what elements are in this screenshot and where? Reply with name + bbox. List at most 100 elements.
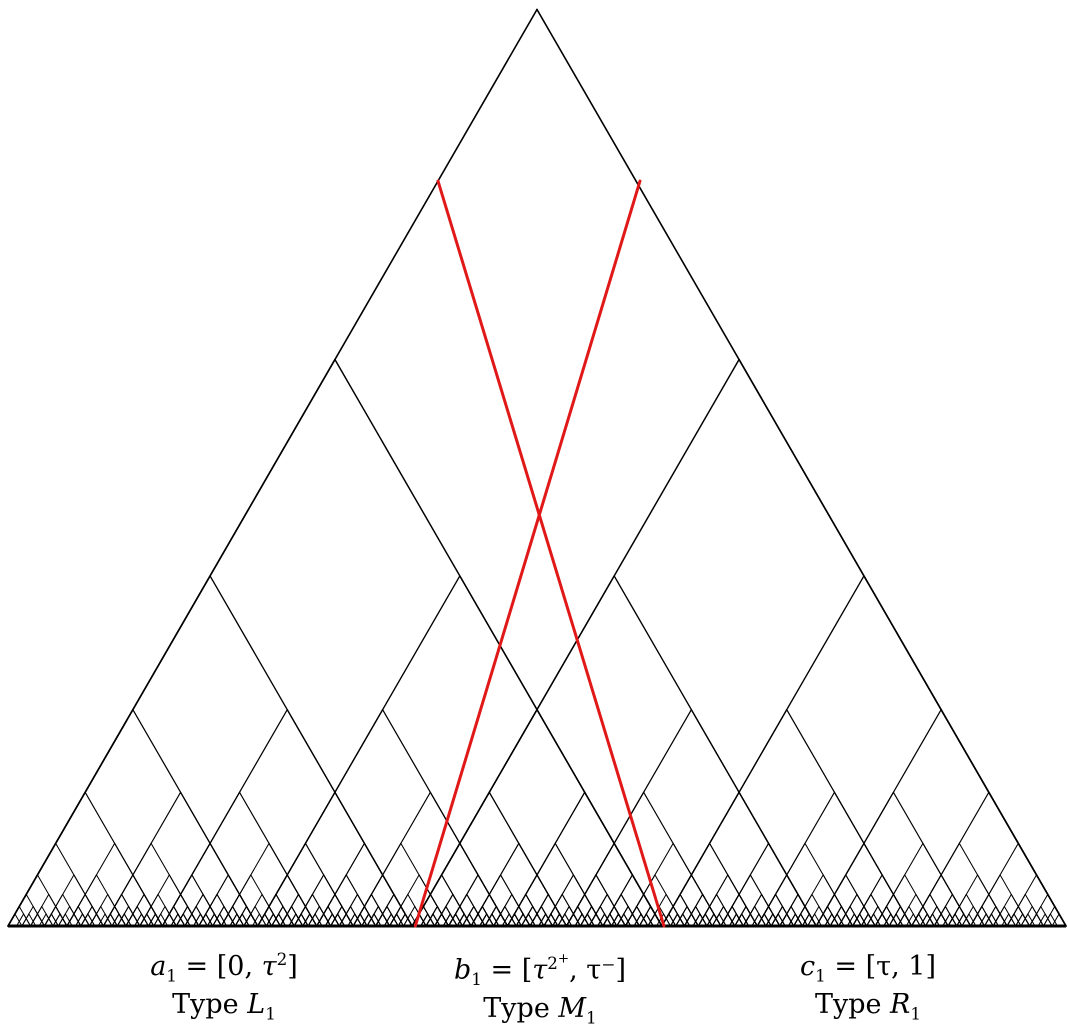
tree-edge xyxy=(219,913,228,927)
tree-edge xyxy=(123,913,132,927)
tree-edge xyxy=(940,913,949,927)
tree-edge xyxy=(427,913,436,927)
red-line-left-rising xyxy=(413,179,642,928)
tree-edge xyxy=(508,913,517,927)
type-m1: Type M1 xyxy=(483,992,597,1028)
tree-edge xyxy=(425,913,434,927)
tree-edge xyxy=(779,913,788,927)
tree-edge xyxy=(236,913,245,927)
tree-edge xyxy=(140,913,149,927)
tree-edge xyxy=(777,913,786,927)
tree-edge xyxy=(527,913,536,927)
tree-edge xyxy=(1008,913,1017,927)
tree-edge xyxy=(999,913,1008,927)
tree-edge xyxy=(52,913,61,927)
tree-edge xyxy=(668,913,677,927)
tree-edge xyxy=(250,913,259,927)
tree-edge xyxy=(727,913,736,927)
tree-edge xyxy=(543,913,552,927)
fractal-triangle-diagram xyxy=(7,8,1067,928)
tree-edge xyxy=(970,913,979,927)
tree-edge xyxy=(97,913,106,927)
tree-edge xyxy=(316,913,325,927)
tree-edge xyxy=(765,913,774,927)
tree-edge xyxy=(984,913,992,927)
tree-edge xyxy=(808,913,817,927)
tree-edge xyxy=(302,913,311,927)
tree-edge xyxy=(382,913,391,927)
tree-edge xyxy=(251,913,260,927)
tree-edge xyxy=(199,913,208,927)
tree-edge xyxy=(564,913,573,927)
tree-edge xyxy=(718,913,727,927)
tree-edge xyxy=(293,913,302,927)
interval-c1: c1 = [τ, 1] xyxy=(800,951,936,986)
tree-edge xyxy=(883,913,892,927)
tree-edge xyxy=(278,913,287,927)
tree-edge xyxy=(265,913,274,927)
tree-edge xyxy=(968,913,977,927)
tree-edge xyxy=(45,913,54,927)
tree-edge xyxy=(1037,913,1046,927)
tree-edge xyxy=(331,913,340,927)
label-c1: c1 = [τ, 1] Type R1 xyxy=(738,944,998,1029)
tree-edge xyxy=(468,913,477,927)
tree-edge xyxy=(177,913,186,927)
tree-edge xyxy=(477,913,486,927)
label-b1: b1 = [τ2+, τ⁻] Type M1 xyxy=(410,944,670,1032)
tree-edge xyxy=(104,913,113,927)
tree-edge xyxy=(890,913,899,927)
tree-edge xyxy=(295,913,304,927)
tree-edge xyxy=(545,913,554,927)
tree-edge xyxy=(633,913,642,927)
tree-edge xyxy=(897,913,906,927)
tree-edge xyxy=(36,913,45,927)
tree-edge xyxy=(735,913,744,927)
tree-edge xyxy=(57,913,66,927)
tree-edge xyxy=(772,913,781,927)
tree-edge xyxy=(690,913,699,927)
tree-edge xyxy=(95,913,104,927)
tree-edge xyxy=(493,913,502,927)
tree-edge xyxy=(638,913,647,927)
tree-edge xyxy=(911,913,920,927)
tree-edge xyxy=(814,913,823,927)
tree-edge xyxy=(956,913,965,927)
tree-edge xyxy=(432,913,441,927)
tree-edge xyxy=(794,913,803,927)
tree-edge xyxy=(1015,913,1024,927)
tree-edge xyxy=(442,913,451,927)
tree-edge xyxy=(728,913,737,927)
tree-edge xyxy=(153,913,162,927)
tree-edge xyxy=(852,913,861,927)
tree-edge xyxy=(978,913,987,927)
tree-edge xyxy=(699,913,708,927)
tree-edge xyxy=(338,913,347,927)
tree-edge xyxy=(87,913,96,927)
tree-edge xyxy=(418,913,427,927)
tree-edge xyxy=(323,913,332,927)
tree-edge xyxy=(801,913,810,927)
tree-edge xyxy=(574,913,583,927)
tree-edge xyxy=(434,913,443,927)
tree-edge xyxy=(500,913,509,927)
tree-edge xyxy=(243,913,252,927)
tree-edge xyxy=(912,913,921,927)
tree-edge xyxy=(390,913,399,927)
tree-edge xyxy=(720,913,729,927)
tree-edge xyxy=(520,913,529,927)
tree-edge xyxy=(529,913,538,927)
tree-edge xyxy=(822,913,831,927)
tree-edge xyxy=(258,913,267,927)
tree-edge xyxy=(742,913,751,927)
tree-edge xyxy=(300,913,309,927)
tree-edge xyxy=(82,913,90,927)
tree-edge xyxy=(579,913,588,927)
tree-edge xyxy=(352,913,361,927)
tree-edge xyxy=(309,913,318,927)
tree-edge xyxy=(663,913,671,927)
tree-edge xyxy=(21,913,30,927)
tree-edge xyxy=(557,913,566,927)
tree-edge xyxy=(146,913,155,927)
tree-edge xyxy=(919,913,928,927)
